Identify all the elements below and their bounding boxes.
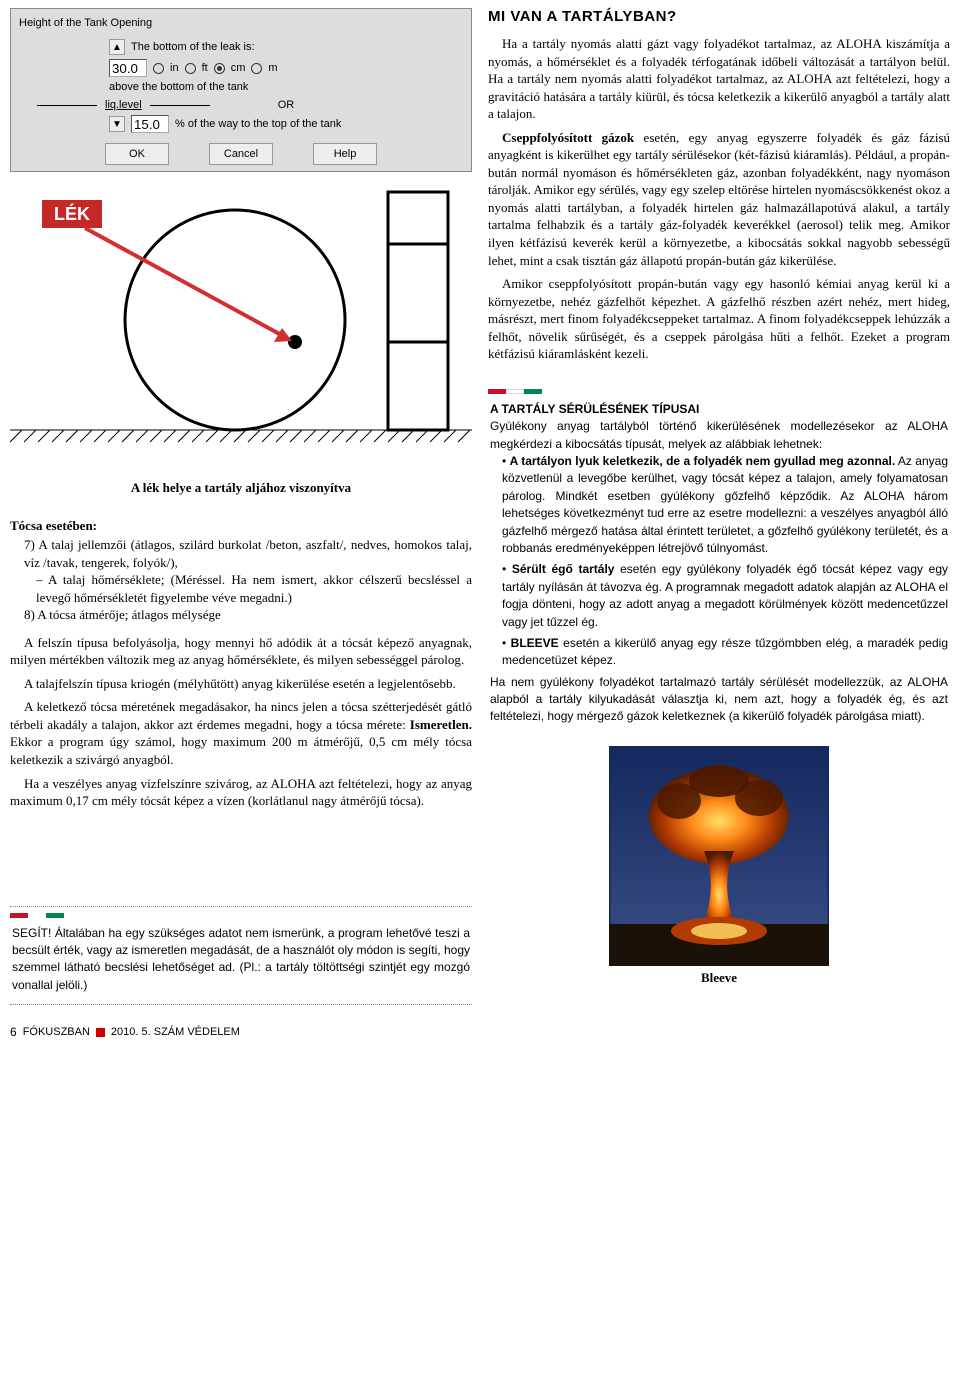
liq-level-label: liq.level bbox=[105, 99, 142, 111]
help-button[interactable]: Help bbox=[313, 143, 377, 165]
unit-ft-label: ft bbox=[202, 62, 208, 74]
unit-cm-radio[interactable] bbox=[214, 63, 225, 74]
right-section-title: MI VAN A TARTÁLYBAN? bbox=[488, 8, 950, 25]
leak-height-input[interactable] bbox=[109, 59, 147, 77]
flag-icon bbox=[10, 913, 64, 918]
spin-down-icon[interactable]: ▼ bbox=[109, 116, 125, 132]
flag-icon bbox=[488, 389, 542, 394]
footer-rest: 2010. 5. SZÁM VÉDELEM bbox=[111, 1026, 240, 1038]
row1-label: The bottom of the leak is: bbox=[131, 41, 465, 53]
box2-bullet-3: BLEEVE esetén a kikerülő anyag egy része… bbox=[502, 635, 948, 670]
left-p2: A talajfelszín típusa kriogén (mélyhűtöt… bbox=[10, 675, 472, 693]
row2-label: % of the way to the top of the tank bbox=[175, 118, 465, 130]
left-p4: Ha a veszélyes anyag vízfelszínre szivár… bbox=[10, 775, 472, 810]
page-footer: 6 FÓKUSZBAN 2010. 5. SZÁM VÉDELEM bbox=[10, 1025, 950, 1039]
segit-title: SEGÍT! bbox=[12, 926, 51, 940]
leak-height-dialog: Height of the Tank Opening ▲ The bottom … bbox=[10, 8, 472, 172]
or-label: OR bbox=[278, 99, 295, 111]
box2-intro: Gyúlékony anyag tartályból történő kiker… bbox=[490, 419, 948, 450]
unit-cm-label: cm bbox=[231, 62, 246, 74]
unit-in-label: in bbox=[170, 62, 179, 74]
unit-m-radio[interactable] bbox=[251, 63, 262, 74]
cancel-button[interactable]: Cancel bbox=[209, 143, 273, 165]
page-number: 6 bbox=[10, 1025, 17, 1039]
right-p3: Amikor cseppfolyósított propán-bután vag… bbox=[488, 275, 950, 363]
box2-tail: Ha nem gyúlékony folyadékot tartalmazó t… bbox=[490, 675, 948, 724]
box2-bullet-1: A tartályon lyuk keletkezik, de a folyad… bbox=[502, 453, 948, 557]
left-p3: A keletkező tócsa méretének megadásakor,… bbox=[10, 698, 472, 768]
damage-types-box: A TARTÁLY SÉRÜLÉSÉNEK TÍPUSAI Gyúlékony … bbox=[488, 389, 950, 728]
unit-m-label: m bbox=[268, 62, 277, 74]
fire-caption: Bleeve bbox=[488, 970, 950, 986]
lek-label: LÉK bbox=[54, 203, 90, 224]
tocsa-heading: Tócsa esetében: bbox=[10, 518, 472, 534]
unit-ft-radio[interactable] bbox=[185, 63, 196, 74]
item-7b: – A talaj hőmérséklete; (Méréssel. Ha ne… bbox=[10, 571, 472, 606]
diagram-caption: A lék helye a tartály aljához viszonyítv… bbox=[10, 480, 472, 496]
ok-button[interactable]: OK bbox=[105, 143, 169, 165]
footer-mag: FÓKUSZBAN bbox=[23, 1026, 90, 1038]
tank-diagram: LÉK bbox=[10, 182, 472, 466]
footer-square-icon bbox=[96, 1028, 105, 1037]
left-p1: A felszín típusa befolyásolja, hogy menn… bbox=[10, 634, 472, 669]
box2-bullet-2: Sérült égő tartály esetén egy gyúlékony … bbox=[502, 561, 948, 631]
row1-below: above the bottom of the tank bbox=[109, 81, 248, 93]
segit-box: SEGÍT! Általában ha egy szükséges adatot… bbox=[10, 906, 472, 1006]
spin-up-icon[interactable]: ▲ bbox=[109, 39, 125, 55]
leak-percent-input[interactable] bbox=[131, 115, 169, 133]
unit-in-radio[interactable] bbox=[153, 63, 164, 74]
item-8: 8) A tócsa átmérője; átlagos mélysége bbox=[10, 606, 472, 624]
right-p1: Ha a tartály nyomás alatti gázt vagy fol… bbox=[488, 35, 950, 123]
right-p2: Cseppfolyósított gázok esetén, egy anyag… bbox=[488, 129, 950, 269]
item-7: 7) A talaj jellemzői (átlagos, szilárd b… bbox=[10, 536, 472, 571]
dialog-title: Height of the Tank Opening bbox=[17, 15, 465, 35]
box2-title: A TARTÁLY SÉRÜLÉSÉNEK TÍPUSAI bbox=[490, 402, 699, 416]
bleeve-image bbox=[609, 746, 829, 966]
segit-body: Általában ha egy szükséges adatot nem is… bbox=[12, 926, 470, 992]
